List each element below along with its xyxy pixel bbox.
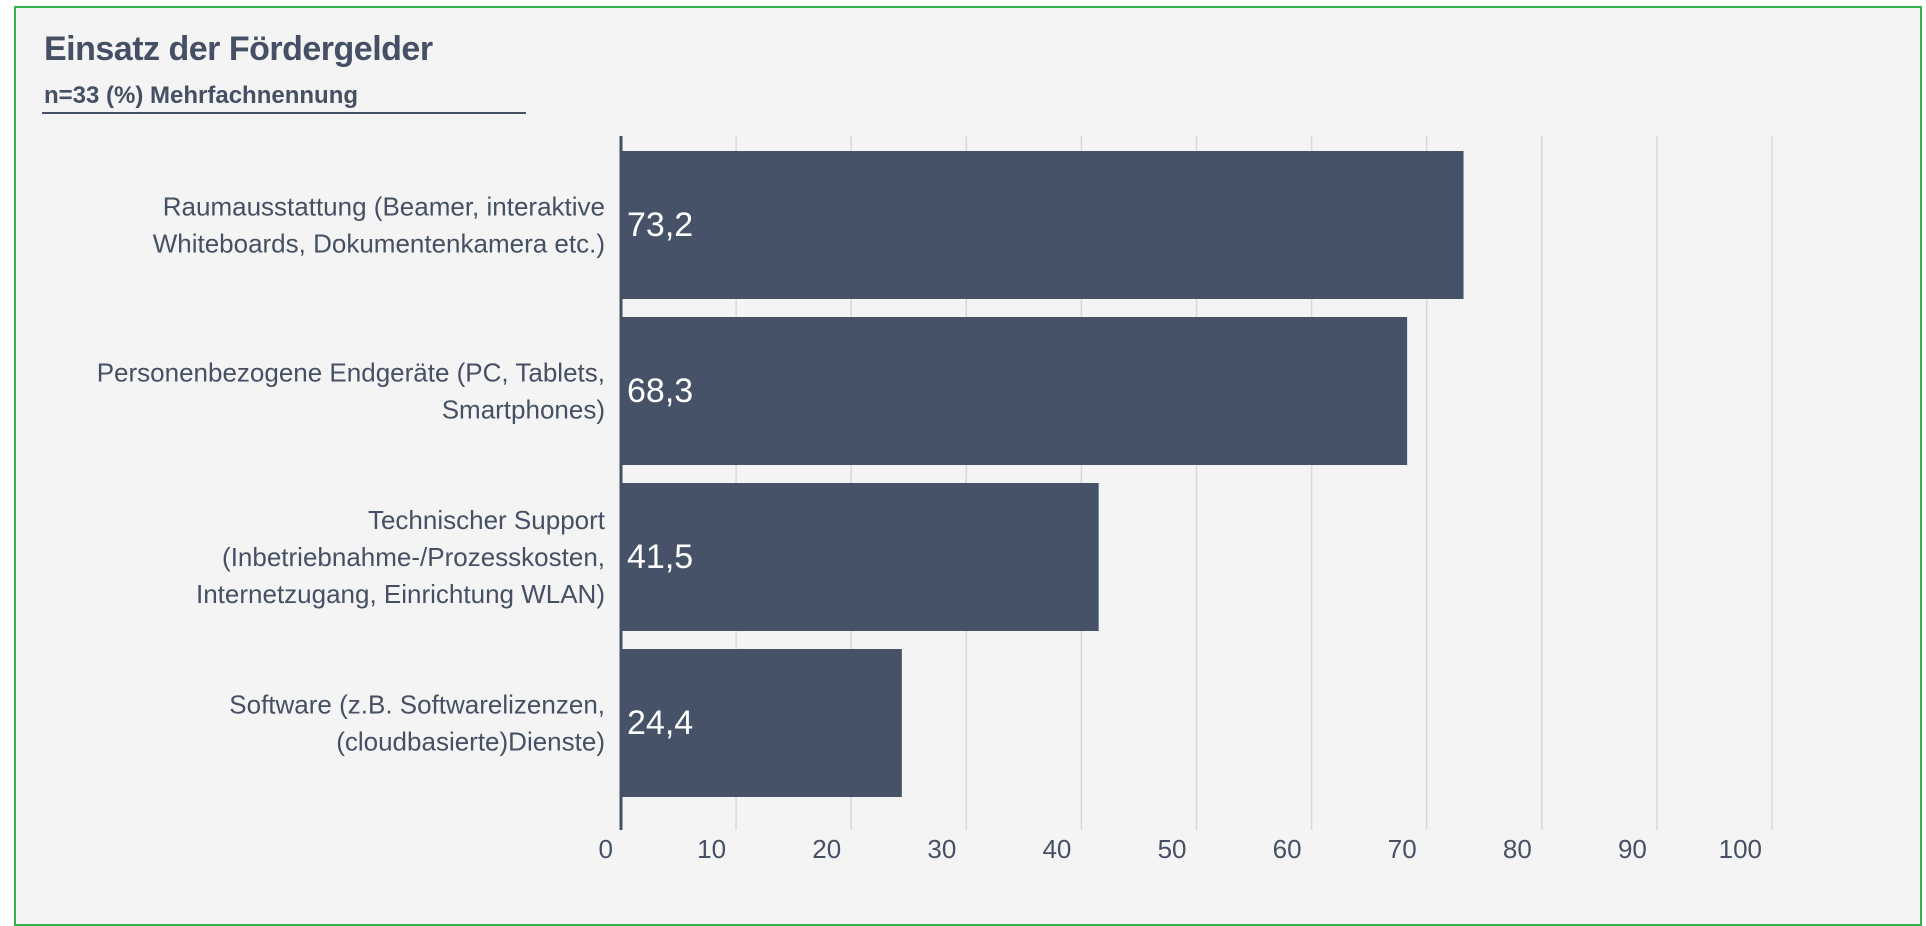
x-tick-label: 70 [1388, 834, 1417, 864]
bar-value-label: 73,2 [627, 206, 693, 244]
x-tick-label: 30 [927, 834, 956, 864]
category-label: Raumausstattung (Beamer, interaktive [163, 192, 605, 222]
bar-value-label: 24,4 [627, 704, 693, 742]
bar-value-label: 41,5 [627, 538, 693, 576]
bar-chart: 73,2 Raumausstattung (Beamer, interaktive… [97, 136, 1773, 864]
bar [621, 317, 1408, 465]
category-label: Technischer Support [368, 505, 606, 535]
category-label: Personenbezogene Endgeräte (PC, Tablets, [97, 358, 605, 388]
bar [621, 483, 1099, 631]
x-tick-label: 60 [1273, 834, 1302, 864]
x-tick-label: 10 [697, 834, 726, 864]
x-tick-label: 20 [812, 834, 841, 864]
bar [621, 151, 1464, 299]
x-tick-label: 90 [1618, 834, 1647, 864]
bar-value-label: 68,3 [627, 372, 693, 410]
category-label: Whiteboards, Dokumentenkamera etc.) [153, 229, 605, 259]
category-label: Software (z.B. Softwarelizenzen, [229, 690, 605, 720]
x-tick-label: 80 [1503, 834, 1532, 864]
chart-subtitle: n=33 (%) Mehrfachnennung [44, 82, 359, 109]
x-tick-label: 50 [1158, 834, 1187, 864]
x-tick-label: 40 [1042, 834, 1071, 864]
x-tick-label: 0 [599, 834, 613, 864]
category-label: Internetzugang, Einrichtung WLAN) [196, 579, 605, 609]
category-label: (Inbetriebnahme-/Prozesskosten, [222, 542, 605, 572]
bar [621, 649, 902, 797]
subtitle-underline [42, 112, 526, 114]
chart-title: Einsatz der Fördergelder [44, 30, 433, 68]
category-label: Smartphones) [442, 395, 605, 425]
chart-frame: Einsatz der Fördergelder n=33 (%) Mehrfa… [14, 6, 1922, 926]
category-label: (cloudbasierte)Dienste) [336, 727, 605, 757]
x-tick-label: 100 [1719, 834, 1762, 864]
